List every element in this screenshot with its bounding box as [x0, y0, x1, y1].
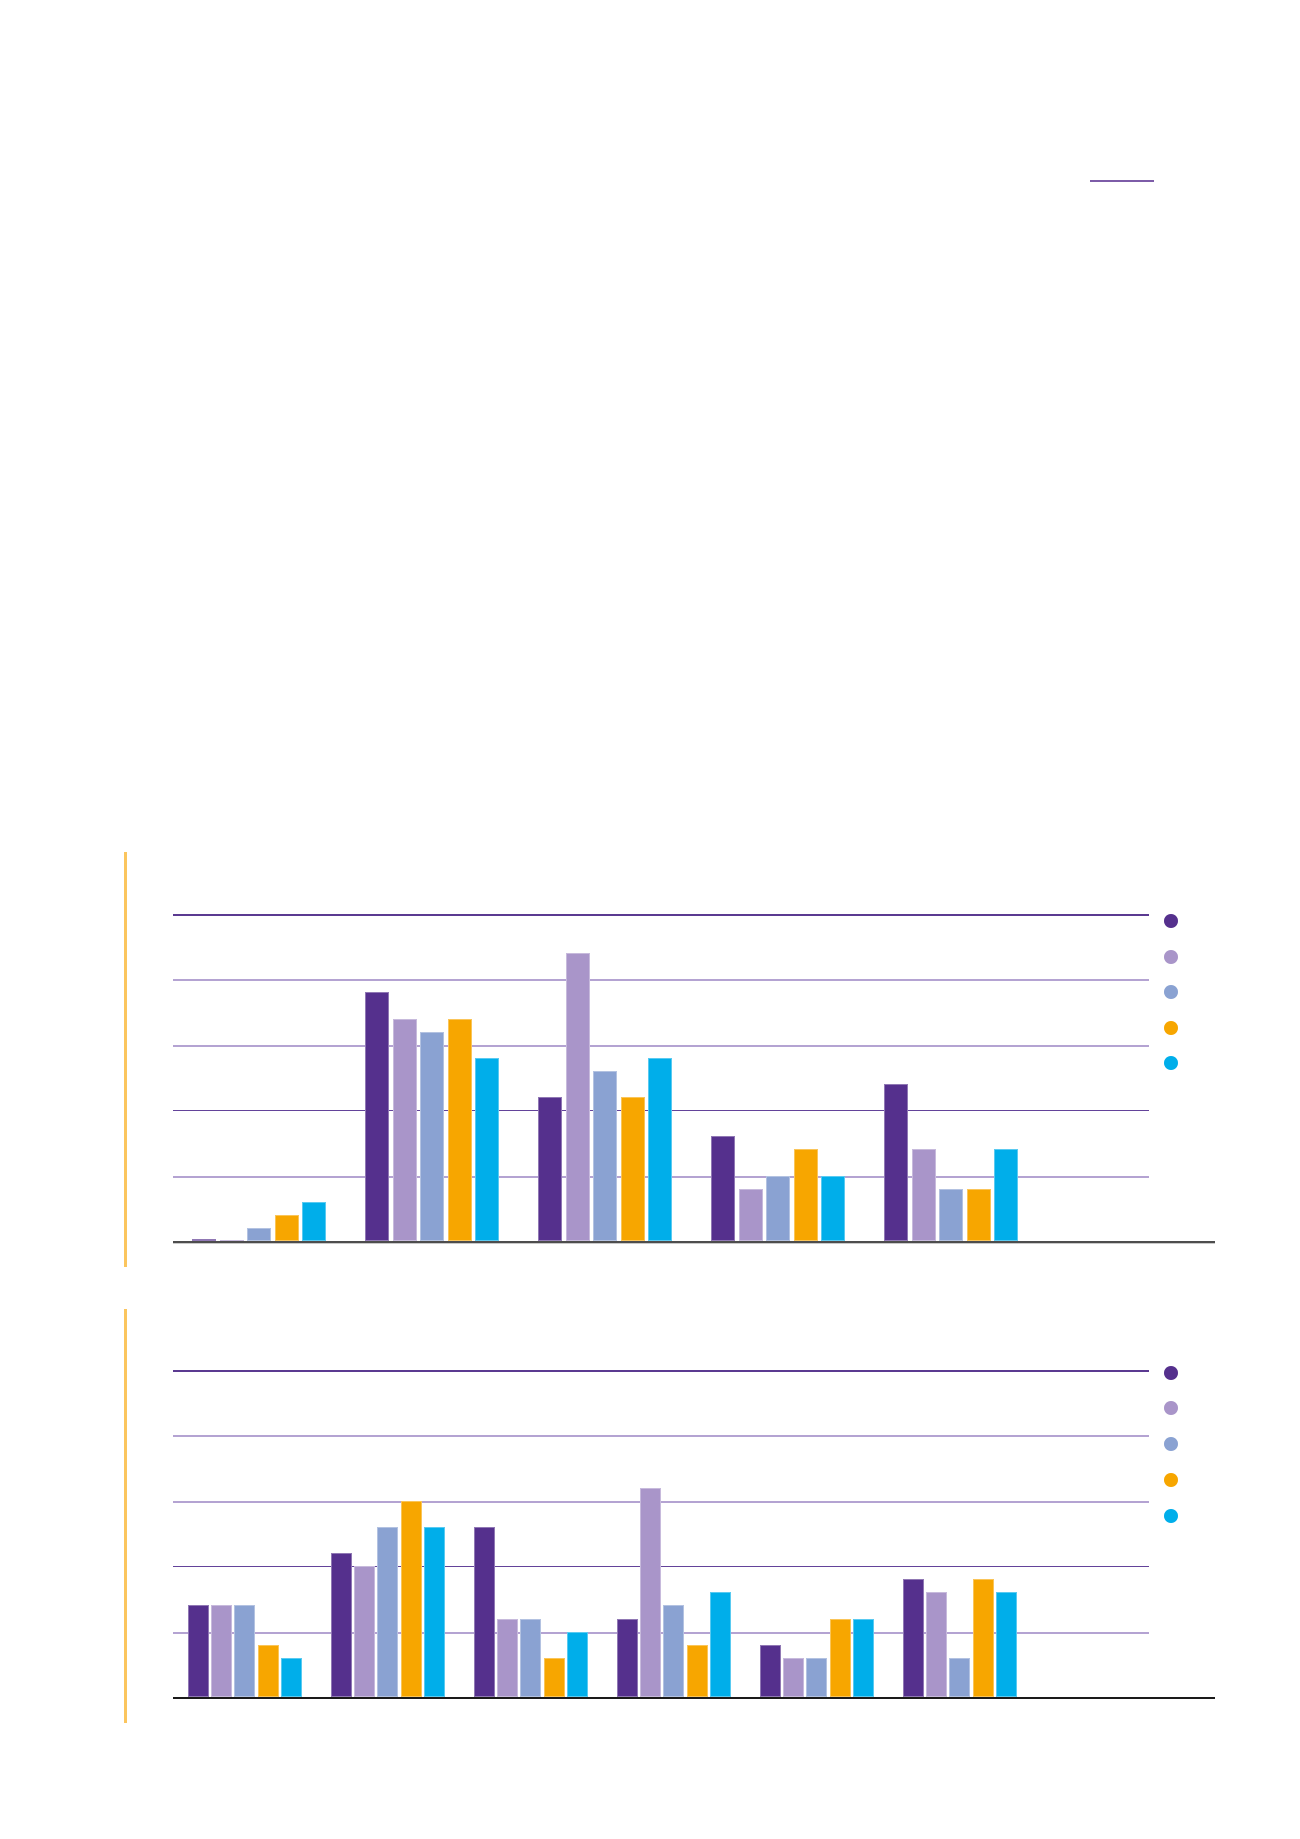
bar-lavender-group-5 — [783, 1657, 805, 1697]
bar-purple-group-5 — [760, 1644, 781, 1697]
bar-lavender-group-3 — [497, 1618, 519, 1697]
gridline — [173, 914, 1149, 916]
bar-purple-group-1 — [188, 1605, 209, 1697]
bar-steel-blue-group-5 — [939, 1188, 964, 1241]
bar-purple-group-3 — [474, 1526, 495, 1697]
bar-cyan-group-1 — [280, 1657, 302, 1697]
x-axis — [173, 1697, 1215, 1699]
bar-lavender-group-2 — [354, 1566, 376, 1697]
gridline — [173, 1044, 1149, 1047]
bar-orange-group-2 — [400, 1500, 422, 1697]
bar-lavender-group-3 — [565, 953, 590, 1241]
bar-purple-group-1 — [192, 1239, 216, 1241]
bar-purple-group-4 — [711, 1136, 735, 1241]
legend-dot-lavender — [1164, 1401, 1178, 1416]
bar-cyan-group-5 — [852, 1618, 874, 1697]
legend-dot-orange — [1164, 1472, 1178, 1487]
bar-purple-group-3 — [538, 1097, 562, 1241]
bar-purple-group-2 — [331, 1553, 352, 1697]
bar-orange-group-5 — [829, 1618, 851, 1697]
accent-line — [124, 852, 127, 1267]
bar-purple-group-4 — [617, 1618, 638, 1697]
bar-steel-blue-group-6 — [949, 1657, 971, 1697]
legend-dot-cyan — [1164, 1056, 1178, 1070]
bar-purple-group-6 — [903, 1579, 924, 1697]
bar-steel-blue-group-2 — [420, 1031, 445, 1241]
bar-lavender-group-5 — [911, 1149, 936, 1241]
bar-lavender-group-6 — [926, 1592, 948, 1697]
bar-cyan-group-3 — [566, 1631, 588, 1697]
bar-cyan-group-5 — [994, 1149, 1019, 1241]
link-underline[interactable] — [1090, 180, 1154, 182]
bar-lavender-group-4 — [738, 1188, 763, 1241]
bar-steel-blue-group-4 — [766, 1175, 791, 1241]
bar-orange-group-5 — [966, 1188, 991, 1241]
legend-dot-cyan — [1164, 1508, 1178, 1523]
bar-orange-group-4 — [793, 1149, 818, 1241]
bar-orange-group-6 — [972, 1579, 994, 1697]
bar-purple-group-5 — [884, 1084, 908, 1241]
legend-dot-lavender — [1164, 949, 1178, 964]
x-axis — [173, 1241, 1215, 1243]
legend-dot-purple — [1164, 914, 1178, 928]
gridline — [173, 1370, 1149, 1372]
accent-line — [124, 1309, 127, 1723]
bar-cyan-group-2 — [475, 1057, 500, 1241]
bar-steel-blue-group-1 — [247, 1227, 272, 1241]
bar-orange-group-1 — [257, 1644, 279, 1697]
bar-steel-blue-group-5 — [806, 1657, 828, 1697]
bar-orange-group-3 — [543, 1657, 565, 1697]
bar-cyan-group-2 — [423, 1526, 445, 1697]
bar-steel-blue-group-2 — [377, 1526, 399, 1697]
bar-lavender-group-4 — [640, 1487, 662, 1697]
bar-steel-blue-group-3 — [520, 1618, 542, 1697]
bar-orange-group-4 — [686, 1644, 708, 1697]
gridline — [173, 1435, 1149, 1438]
legend-dot-orange — [1164, 1020, 1178, 1035]
bar-orange-group-2 — [447, 1018, 472, 1241]
bar-orange-group-1 — [274, 1214, 299, 1241]
bar-cyan-group-6 — [995, 1592, 1017, 1697]
gridline — [173, 979, 1149, 982]
bar-steel-blue-group-1 — [234, 1605, 256, 1697]
legend-dot-steel-blue — [1164, 1437, 1178, 1451]
bar-cyan-group-4 — [821, 1175, 846, 1241]
bar-lavender-group-1 — [211, 1605, 233, 1697]
legend-dot-purple — [1164, 1365, 1178, 1380]
bar-orange-group-3 — [620, 1097, 645, 1241]
legend-dot-steel-blue — [1164, 985, 1178, 999]
bar-lavender-group-1 — [219, 1239, 244, 1241]
bar-cyan-group-1 — [302, 1201, 327, 1241]
bar-cyan-group-3 — [648, 1057, 673, 1241]
bar-steel-blue-group-3 — [593, 1070, 618, 1241]
bar-purple-group-2 — [365, 992, 389, 1241]
bar-lavender-group-2 — [392, 1018, 417, 1241]
bar-cyan-group-4 — [709, 1592, 731, 1697]
bar-steel-blue-group-4 — [663, 1605, 685, 1697]
